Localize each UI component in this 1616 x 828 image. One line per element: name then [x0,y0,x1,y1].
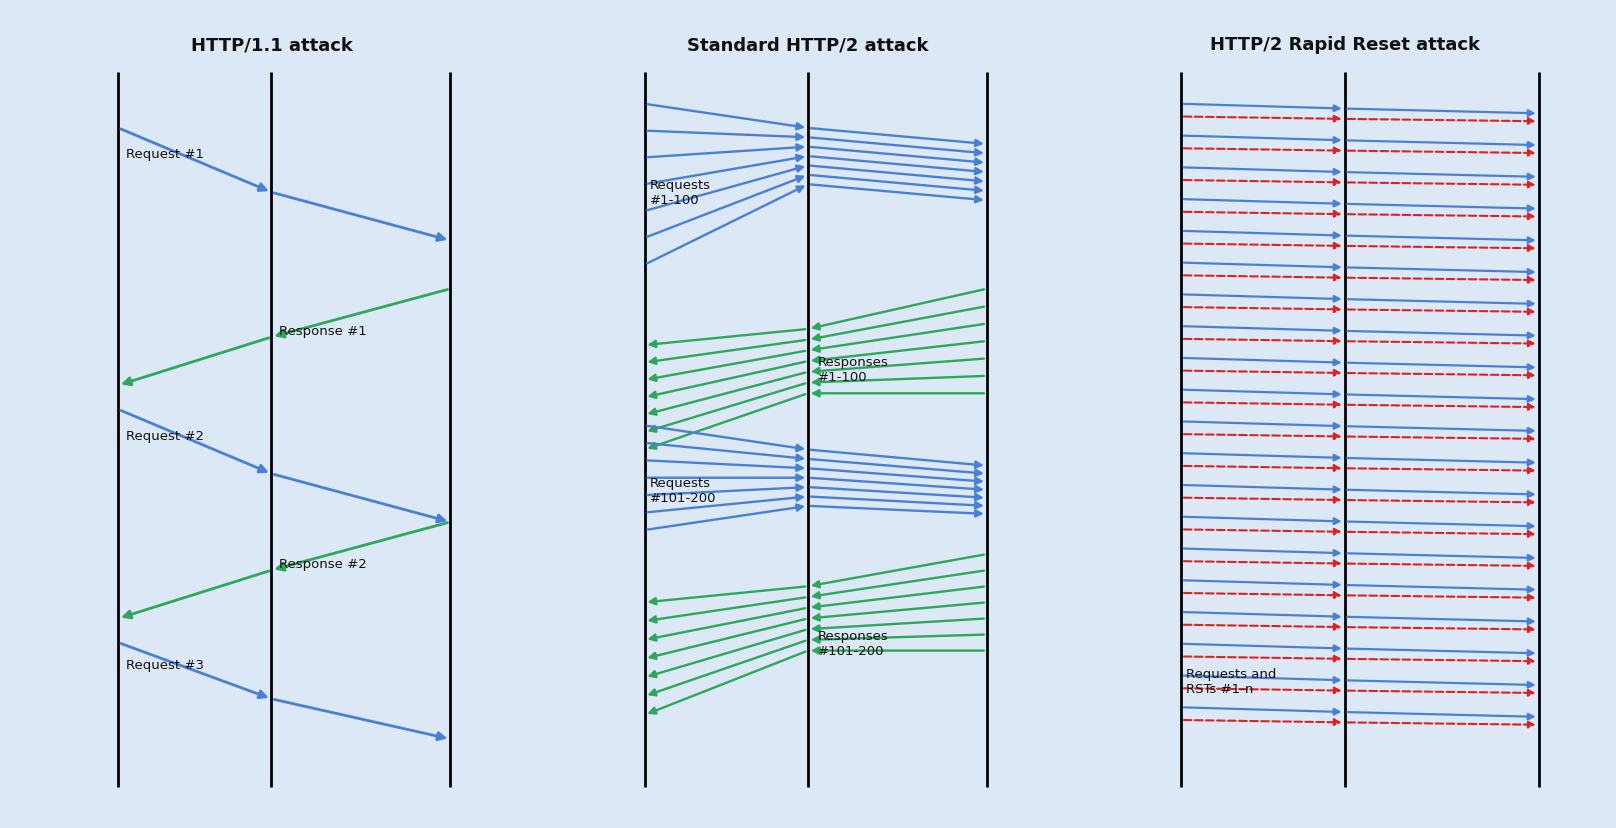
Text: Response #1: Response #1 [280,325,367,338]
Text: HTTP/1.1 attack: HTTP/1.1 attack [191,36,352,55]
Text: Requests and
RSTs #1-n: Requests and RSTs #1-n [1186,667,1277,695]
Text: Requests
#1-100: Requests #1-100 [650,179,711,207]
Text: Responses
#101-200: Responses #101-200 [818,628,889,657]
Text: Request #2: Request #2 [126,429,204,442]
Text: Request #1: Request #1 [126,148,204,161]
Text: Response #2: Response #2 [280,557,367,570]
Text: HTTP/2 Rapid Reset attack: HTTP/2 Rapid Reset attack [1209,36,1480,55]
Text: Request #3: Request #3 [126,658,204,671]
Text: Standard HTTP/2 attack: Standard HTTP/2 attack [687,36,929,55]
Text: Requests
#101-200: Requests #101-200 [650,476,716,504]
Text: Responses
#1-100: Responses #1-100 [818,356,889,383]
